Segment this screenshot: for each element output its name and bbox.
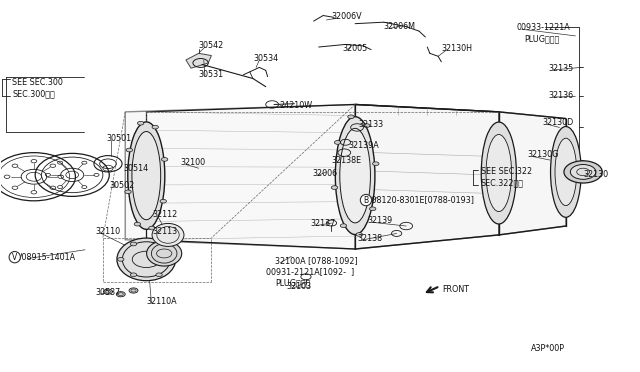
Circle shape [126, 148, 132, 152]
Text: 30542: 30542 [198, 41, 224, 50]
Text: 32006M: 32006M [384, 22, 416, 31]
Circle shape [364, 124, 370, 128]
Text: 32006V: 32006V [332, 12, 362, 21]
Text: 32139A: 32139A [349, 141, 380, 151]
Text: 32130: 32130 [583, 170, 608, 179]
Ellipse shape [481, 122, 516, 224]
Circle shape [372, 162, 379, 166]
Circle shape [161, 158, 168, 161]
Text: 32100A [0788-1092]: 32100A [0788-1092] [275, 256, 358, 265]
Circle shape [160, 199, 166, 203]
Circle shape [134, 222, 141, 226]
Circle shape [564, 161, 602, 183]
Ellipse shape [132, 132, 161, 220]
Text: B: B [364, 196, 369, 205]
Polygon shape [125, 105, 355, 249]
Text: 32130H: 32130H [442, 44, 472, 52]
Text: SEE SEC.300: SEE SEC.300 [12, 78, 63, 87]
Text: 30501: 30501 [106, 134, 131, 143]
Polygon shape [186, 53, 211, 68]
Text: FRONT: FRONT [443, 285, 470, 294]
Circle shape [138, 121, 144, 125]
Text: 32137: 32137 [310, 219, 335, 228]
Text: 32138: 32138 [357, 234, 382, 243]
Circle shape [104, 289, 113, 294]
Circle shape [169, 257, 175, 261]
Text: 32139: 32139 [368, 216, 393, 225]
Text: 32133: 32133 [358, 121, 383, 129]
Text: 32138E: 32138E [332, 155, 362, 164]
Circle shape [131, 273, 137, 277]
Ellipse shape [117, 238, 175, 281]
Ellipse shape [152, 224, 184, 246]
Text: 32110A: 32110A [147, 297, 177, 306]
Ellipse shape [337, 118, 374, 233]
Circle shape [129, 288, 138, 293]
Text: 30514: 30514 [124, 164, 148, 173]
Circle shape [125, 190, 131, 194]
Text: 32006: 32006 [312, 169, 337, 178]
Text: V: V [12, 253, 17, 262]
Ellipse shape [340, 128, 371, 223]
Text: 30502: 30502 [109, 181, 134, 190]
Text: 32112: 32112 [153, 211, 178, 219]
Ellipse shape [128, 122, 165, 230]
Circle shape [340, 224, 347, 228]
Text: A3P*00P: A3P*00P [531, 344, 564, 353]
Text: PLUGブラグ: PLUGブラグ [524, 34, 559, 43]
Text: PLUGブラグ: PLUGブラグ [275, 279, 310, 288]
Text: 32005: 32005 [342, 44, 367, 52]
Text: 32103: 32103 [287, 282, 312, 291]
Text: 32135: 32135 [548, 64, 574, 73]
Polygon shape [499, 112, 566, 235]
Polygon shape [355, 105, 499, 249]
Ellipse shape [335, 117, 375, 235]
Text: 32130D: 32130D [542, 118, 573, 127]
Text: 32110: 32110 [95, 227, 120, 236]
Text: 30534: 30534 [253, 54, 278, 62]
Ellipse shape [550, 126, 581, 217]
Text: 32113: 32113 [153, 227, 178, 236]
Text: 00933-1221A: 00933-1221A [516, 23, 570, 32]
Ellipse shape [147, 241, 182, 266]
Circle shape [156, 242, 163, 246]
Text: SEC.300参照: SEC.300参照 [12, 90, 55, 99]
Circle shape [131, 242, 137, 246]
Text: 30531: 30531 [198, 70, 224, 79]
Text: 30537: 30537 [95, 288, 120, 297]
Text: V08915-1401A: V08915-1401A [17, 253, 76, 262]
Ellipse shape [555, 138, 577, 206]
Circle shape [332, 186, 338, 189]
Circle shape [356, 232, 362, 236]
Circle shape [334, 141, 340, 144]
Circle shape [348, 115, 354, 119]
Ellipse shape [486, 135, 511, 212]
Circle shape [156, 273, 163, 277]
Circle shape [369, 207, 376, 211]
Text: 32130G: 32130G [527, 150, 559, 159]
Circle shape [152, 125, 159, 129]
Text: 24210W: 24210W [279, 102, 312, 110]
Text: SEC.322参照: SEC.322参照 [481, 179, 524, 187]
Text: SEE SEC.322: SEE SEC.322 [481, 167, 532, 176]
Circle shape [116, 292, 125, 297]
Circle shape [118, 257, 124, 261]
Circle shape [148, 226, 155, 230]
Text: 00931-2121A[1092-  ]: 00931-2121A[1092- ] [266, 267, 354, 276]
Text: 32100: 32100 [180, 158, 206, 167]
Text: 32136: 32136 [548, 91, 573, 100]
Text: B08120-8301E[0788-0193]: B08120-8301E[0788-0193] [366, 196, 474, 205]
Circle shape [570, 164, 596, 179]
Ellipse shape [342, 131, 369, 220]
